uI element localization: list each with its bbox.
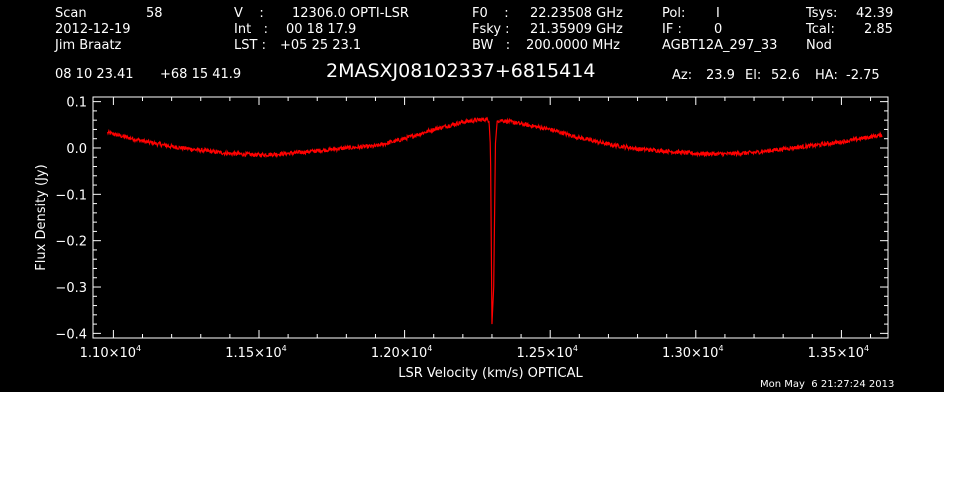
obs-date: 2012-12-19 [55,22,131,37]
bw-value: 200.0000 MHz [526,38,620,53]
int-value: 00 18 17.9 [286,22,357,37]
x-tick-label: 1.15×104 [225,344,286,361]
bw-label: BW : [472,38,511,53]
az-value: 23.9 [706,68,735,83]
tsys-value: 42.39 [856,6,894,21]
spectrum-chart: 1.10×104 1.15×104 1.20×104 1.25×104 1.30×104… [34,96,889,381]
scan-value: 58 [146,6,163,21]
y-tick-label: −0.4 [55,327,87,342]
plot-timestamp: Mon May 6 21:27:24 2013 [760,379,895,390]
lst-value: +05 25 23.1 [280,38,362,53]
ra-value: 08 10 23.41 [55,67,134,82]
fsky-label: Fsky : [472,22,510,37]
scan-label: Scan [55,6,87,21]
if-label: IF : [662,22,682,37]
el-value: 52.6 [771,68,800,83]
observer-name: Jim Braatz [55,38,122,53]
int-label: Int : [234,22,268,37]
y-tick-label: −0.3 [55,281,87,296]
x-axis-label: LSR Velocity (km/s) OPTICAL [398,366,583,381]
el-label: El: [745,68,762,83]
x-tick-label: 1.35×104 [808,344,869,361]
y-tick-label: 0.0 [66,142,87,157]
tcal-label: Tcal: [806,22,835,37]
project-id: AGBT12A_297_33 [662,38,778,53]
source-name: 2MASXJ08102337+6815414 [326,60,596,82]
y-tick-label: 0.1 [66,96,87,111]
fsky-value: 21.35909 GHz [530,22,623,37]
plot-frame [92,96,889,339]
az-label: Az: [672,68,693,83]
ha-label: HA: [815,68,838,83]
pol-label: Pol: [662,6,686,21]
x-tick-label: 1.10×104 [80,344,141,361]
x-tick-label: 1.20×104 [371,344,432,361]
y-axis-label: Flux Density (Jy) [34,164,49,270]
x-tick-label: 1.30×104 [662,344,723,361]
ha-value: -2.75 [846,68,880,83]
y-tick-label: −0.2 [55,235,87,250]
dec-value: +68 15 41.9 [160,67,242,82]
x-tick-label: 1.25×104 [516,344,577,361]
spectrum-trace [106,116,883,325]
lst-label: LST : [234,38,266,53]
f0-value: 22.23508 GHz [530,6,623,21]
pol-value: I [716,6,720,21]
proc-name: Nod [806,38,832,53]
velocity-value: 12306.0 OPTI-LSR [292,6,409,21]
if-value: 0 [714,22,723,37]
y-tick-label: −0.1 [55,188,87,203]
velocity-label: V : [234,6,264,21]
tsys-label: Tsys: [806,6,838,21]
plot-panel: Scan 58 V : 12306.0 OPTI-LSR F0 : 22.235… [0,0,944,392]
tcal-value: 2.85 [864,22,893,37]
f0-label: F0 : [472,6,509,21]
